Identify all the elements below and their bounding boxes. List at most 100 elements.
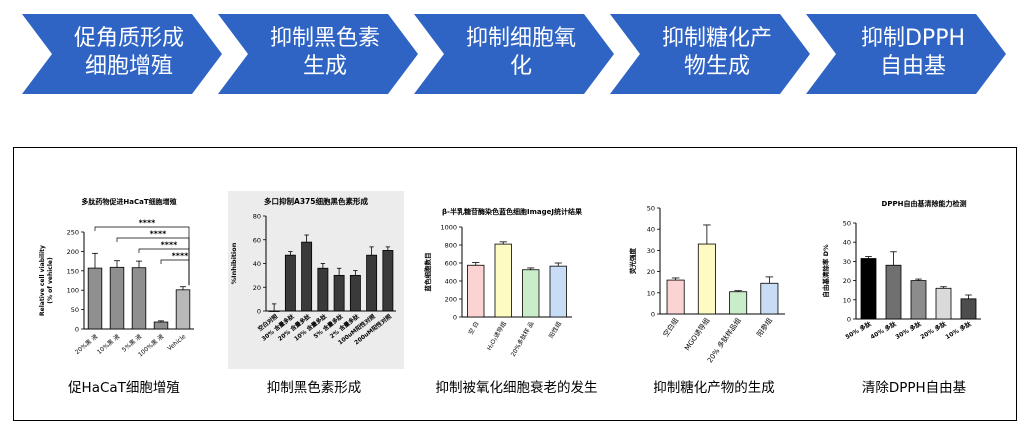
x-tick-label: H₂O₂诱导组 [485, 320, 508, 352]
y-tick-label: 150 [67, 267, 79, 275]
flow-step-3 [414, 14, 614, 94]
x-tick-label: 空白组 [661, 316, 680, 338]
y-tick-label: 0 [651, 311, 655, 319]
flow-step-label-3: 抑制细胞氧化 [440, 25, 602, 81]
caption-glycation: 抑制糖化产物的生成 [653, 380, 775, 396]
bar [301, 241, 313, 312]
bar [729, 291, 748, 315]
flow-step-line2: 化 [509, 54, 532, 79]
x-tick-label: MGO诱导组 [682, 316, 711, 352]
flow-step-line1: 抑制黑色素 [269, 26, 380, 51]
bar [494, 243, 512, 318]
flow-step-5 [806, 14, 1006, 94]
flow-step-label-1: 促角质形成 细胞增殖 [48, 25, 210, 81]
bar [109, 266, 125, 330]
bar [697, 243, 716, 315]
bar [935, 287, 952, 320]
y-tick-label: 40 [843, 239, 851, 247]
x-tick-label: 40% 多肽 [869, 319, 899, 341]
y-tick-label: 50 [843, 220, 851, 228]
y-tick-label: 600 [445, 260, 457, 268]
y-tick-label: 30 [843, 258, 851, 266]
flow-step-line2: 细胞增殖 [84, 54, 173, 79]
y-tick-label: 20 [253, 284, 261, 292]
bar [131, 267, 147, 330]
y-tick-label: 100 [67, 287, 79, 295]
y-axis-label: 自由基清除率 D% [821, 244, 830, 298]
bar [382, 250, 394, 312]
bar [522, 269, 540, 318]
x-tick-label: 阳性组 [547, 320, 563, 340]
x-tick-label: 20% 多肽样品组 [705, 316, 743, 364]
x-tick-label: Vehicle [166, 333, 187, 352]
significance-bracket [116, 237, 190, 286]
x-tick-label: 10% 多肽 [944, 319, 974, 341]
y-axis-label: 荧光强度 [628, 248, 637, 275]
bar [333, 274, 345, 312]
chart-melanin-inhibition: 多口抑制A375细胞黑色素形成020406080%Inhibition空白对照3… [228, 191, 404, 369]
flow-step-line2: 物生成 [683, 54, 750, 79]
bar [317, 267, 329, 312]
bar [153, 321, 169, 330]
y-axis-label: (% of vehicle) [47, 257, 54, 304]
bar [860, 258, 877, 320]
significance-label: **** [139, 219, 157, 228]
process-flow [22, 14, 1006, 94]
bar [885, 264, 902, 320]
bar [760, 282, 779, 315]
chart-title: 多口抑制A375细胞黑色素形成 [264, 196, 368, 206]
y-tick-label: 1000 [440, 224, 457, 232]
y-axis-label: %Inhibition [230, 242, 238, 284]
chart-title: 多肽药物促进HaCaT细胞增殖 [81, 197, 176, 206]
bar [349, 274, 361, 312]
y-tick-label: 800 [445, 242, 457, 250]
results-panel: 多肽药物促进HaCaT细胞增殖 0 50 100 150 200 250 Relative c… [13, 147, 1017, 421]
bar [549, 265, 567, 318]
y-tick-label: 250 [67, 229, 79, 237]
bar [467, 264, 485, 318]
bar [910, 280, 927, 320]
flow-step-line1: 抑制糖化产 [661, 26, 772, 51]
y-tick-label: 400 [445, 278, 457, 286]
y-tick-label: 30 [647, 247, 655, 255]
y-tick-label: 200 [445, 296, 457, 304]
flow-step-line2: 自由基 [879, 54, 946, 79]
y-tick-label: 60 [253, 236, 261, 244]
flow-step-line1: 抑制DPPH [860, 26, 966, 51]
y-tick-label: 10 [843, 296, 851, 304]
y-tick-label: 0 [453, 314, 457, 322]
x-tick-label: 阳参组 [755, 316, 774, 338]
y-tick-label: 20 [647, 268, 655, 276]
bar [366, 254, 378, 312]
y-axis-label: 蓝色细胞数目 [423, 253, 432, 292]
flow-step-2 [218, 14, 418, 94]
bar [175, 289, 191, 330]
flow-step-label-2: 抑制黑色素 生成 [244, 25, 406, 81]
significance-label: **** [172, 252, 190, 261]
y-tick-label: 0 [75, 326, 79, 334]
significance-label: **** [161, 241, 179, 250]
y-tick-label: 50 [71, 306, 79, 314]
y-tick-label: 40 [647, 226, 655, 234]
y-tick-label: 200 [67, 248, 79, 256]
flow-step-label-4: 抑制糖化产 物生成 [636, 25, 798, 81]
significance-bracket [160, 259, 190, 286]
y-tick-label: 40 [253, 260, 261, 268]
y-tick-label: 50 [647, 205, 655, 213]
y-axis-label: Relative cell viability [39, 245, 46, 316]
x-tick-label: 20%黑 液 [73, 332, 99, 356]
y-tick-label: 10 [647, 289, 655, 297]
bar [284, 254, 296, 312]
chart-senescence: β-半乳糖苷酶染色蓝色细胞ImageJ统计结果 0 200 400 600 800 1000… [423, 207, 582, 358]
flow-step-4 [610, 14, 810, 94]
significance-label: **** [150, 230, 168, 239]
x-tick-label: 20% 多肽 [919, 319, 949, 341]
flow-step-line1: 促角质形成 [73, 26, 184, 51]
caption-dpph: 清除DPPH自由基 [861, 380, 967, 396]
x-tick-label: 20%多肽样 品 [509, 320, 536, 358]
flow-step-1 [22, 14, 222, 94]
caption-senescence: 抑制被氧化细胞衰老的发生 [435, 380, 598, 396]
bar [268, 310, 280, 312]
y-tick-label: 20 [843, 277, 851, 285]
